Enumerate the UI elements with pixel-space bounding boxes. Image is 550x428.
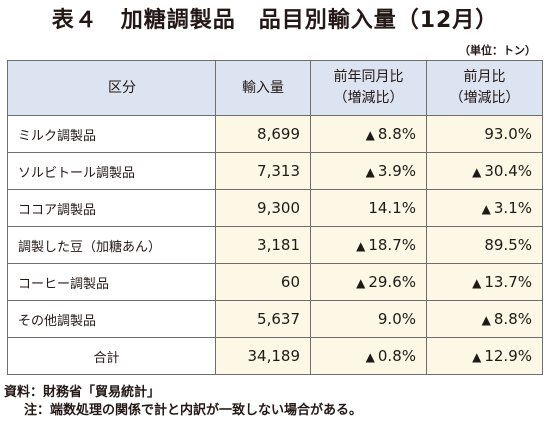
- row-import-volume: 60: [215, 263, 311, 301]
- row-yoy-change: ▲ 18.7%: [310, 226, 427, 264]
- row-mom-change-value: 3.1%: [493, 199, 532, 217]
- row-import-volume: 7,313: [215, 152, 311, 190]
- decrease-triangle-icon: ▲: [365, 165, 375, 179]
- rounding-note: 注：端数処理の関係で計と内訳が一致しない場合がある。: [24, 403, 363, 418]
- row-item-name: ミルク調製品: [7, 115, 216, 153]
- row-item-name: コーヒー調製品: [7, 263, 216, 301]
- row-import-volume: 34,189: [215, 337, 311, 375]
- decrease-triangle-icon: ▲: [472, 276, 482, 290]
- table-row: コーヒー調製品 60 ▲ 29.6% ▲ 13.7%: [7, 263, 543, 301]
- row-yoy-change-value: 14.1%: [368, 199, 416, 217]
- row-import-volume: 3,181: [215, 226, 311, 264]
- table-header-row: 区分 輸入量 前年同月比 （増減比） 前月比 （増減比）: [7, 60, 543, 116]
- table-body: ミルク調製品 8,699 ▲ 8.8% 93.0% ソルビトール調製品 7,313 ▲ 3.9%…: [7, 115, 543, 375]
- row-item-name: その他調製品: [7, 300, 216, 338]
- row-mom-change: ▲ 3.1%: [426, 189, 543, 227]
- decrease-triangle-icon: ▲: [356, 276, 366, 290]
- row-item-name: 合計: [7, 337, 216, 375]
- decrease-triangle-icon: ▲: [481, 202, 491, 216]
- header-mom: 前月比 （増減比）: [426, 60, 543, 116]
- page-title: 表４ 加糖調製品 品目別輸入量（12月）: [51, 8, 499, 33]
- row-mom-change: 89.5%: [426, 226, 543, 264]
- table-row: ミルク調製品 8,699 ▲ 8.8% 93.0%: [7, 115, 543, 153]
- row-mom-change: ▲ 30.4%: [426, 152, 543, 190]
- row-yoy-change-value: 18.7%: [368, 236, 416, 254]
- row-mom-change-value: 89.5%: [484, 236, 532, 254]
- row-item-name: ソルビトール調製品: [7, 152, 216, 190]
- row-mom-change-value: 93.0%: [484, 125, 532, 143]
- table-row: ソルビトール調製品 7,313 ▲ 3.9% ▲ 30.4%: [7, 152, 543, 190]
- header-yoy: 前年同月比 （増減比）: [310, 60, 427, 116]
- decrease-triangle-icon: ▲: [356, 239, 366, 253]
- table-row: その他調製品 5,637 9.0% ▲ 8.8%: [7, 300, 543, 338]
- row-import-volume: 5,637: [215, 300, 311, 338]
- row-mom-change-value: 30.4%: [484, 162, 532, 180]
- decrease-triangle-icon: ▲: [365, 350, 375, 364]
- table-row: 調製した豆（加糖あん） 3,181 ▲ 18.7% 89.5%: [7, 226, 543, 264]
- row-yoy-change: ▲ 8.8%: [310, 115, 427, 153]
- header-mom-line1: 前月比: [463, 69, 506, 85]
- row-yoy-change-value: 8.8%: [377, 125, 416, 143]
- source-note: 資料：財務省「貿易統計」: [4, 385, 161, 400]
- header-item: 区分: [7, 60, 216, 116]
- row-mom-change-value: 8.8%: [493, 310, 532, 328]
- import-volume-table: 区分 輸入量 前年同月比 （増減比） 前月比 （増減比） ミルク調製品 8,699 ▲ 8…: [7, 60, 543, 375]
- table-row: ココア調製品 9,300 14.1% ▲ 3.1%: [7, 189, 543, 227]
- decrease-triangle-icon: ▲: [481, 313, 491, 327]
- row-mom-change-value: 13.7%: [484, 273, 532, 291]
- decrease-triangle-icon: ▲: [472, 350, 482, 364]
- row-yoy-change-value: 29.6%: [368, 273, 416, 291]
- row-mom-change: ▲ 8.8%: [426, 300, 543, 338]
- row-yoy-change: ▲ 0.8%: [310, 337, 427, 375]
- table-row-total: 合計 34,189 ▲ 0.8% ▲ 12.9%: [7, 337, 543, 375]
- row-yoy-change: ▲ 3.9%: [310, 152, 427, 190]
- decrease-triangle-icon: ▲: [472, 165, 482, 179]
- row-mom-change: 93.0%: [426, 115, 543, 153]
- header-mom-line2: （増減比）: [449, 90, 520, 106]
- row-yoy-change: 14.1%: [310, 189, 427, 227]
- row-item-name: 調製した豆（加糖あん）: [7, 226, 216, 264]
- row-mom-change: ▲ 12.9%: [426, 337, 543, 375]
- row-item-name: ココア調製品: [7, 189, 216, 227]
- header-yoy-line1: 前年同月比: [333, 69, 404, 85]
- row-yoy-change: ▲ 29.6%: [310, 263, 427, 301]
- decrease-triangle-icon: ▲: [365, 128, 375, 142]
- footer: 資料：財務省「貿易統計」 注：端数処理の関係で計と内訳が一致しない場合がある。: [4, 384, 362, 420]
- row-mom-change-value: 12.9%: [484, 347, 532, 365]
- unit-label: （単位：トン）: [459, 44, 536, 57]
- row-yoy-change-value: 3.9%: [377, 162, 416, 180]
- row-yoy-change: 9.0%: [310, 300, 427, 338]
- header-volume: 輸入量: [215, 60, 311, 116]
- row-import-volume: 8,699: [215, 115, 311, 153]
- header-yoy-line2: （増減比）: [333, 90, 404, 106]
- row-yoy-change-value: 9.0%: [377, 310, 416, 328]
- row-yoy-change-value: 0.8%: [377, 347, 416, 365]
- row-import-volume: 9,300: [215, 189, 311, 227]
- row-mom-change: ▲ 13.7%: [426, 263, 543, 301]
